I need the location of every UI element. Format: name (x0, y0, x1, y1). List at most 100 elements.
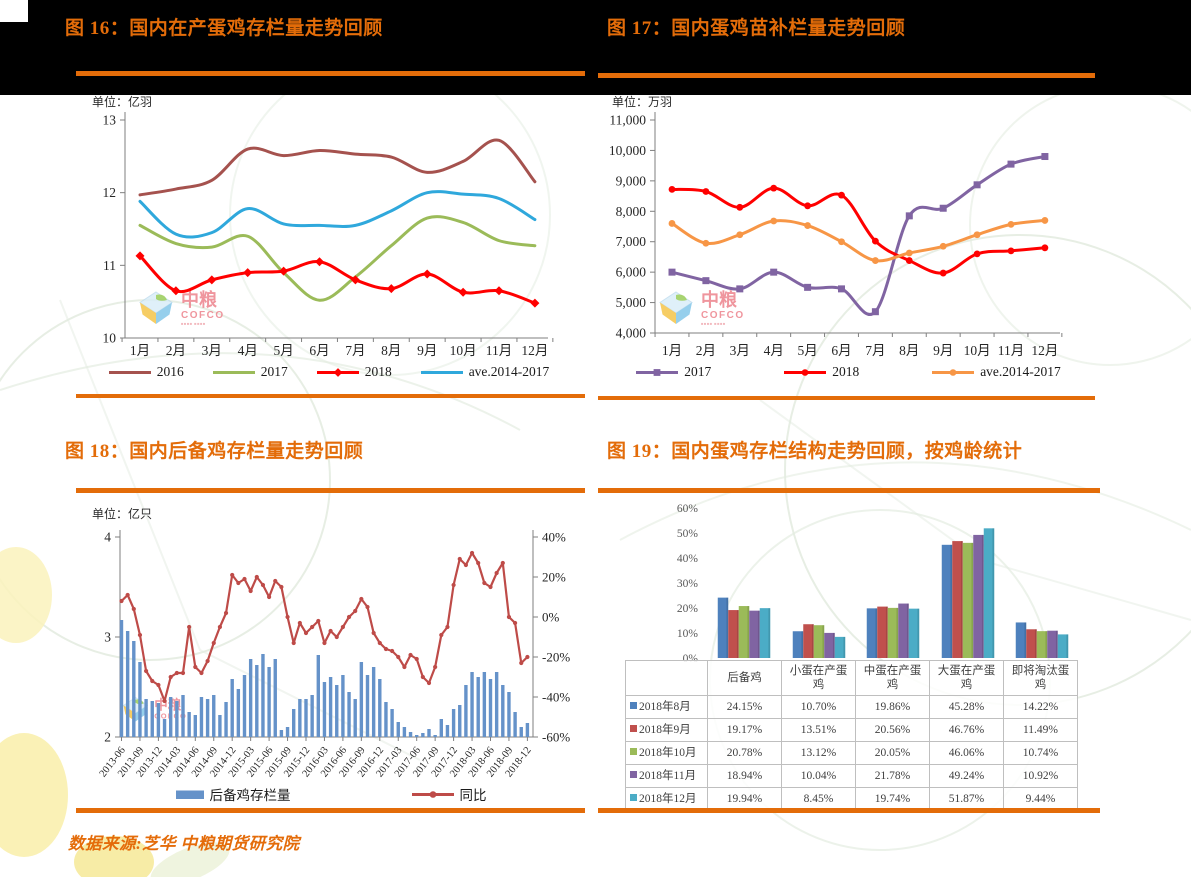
table-cell: 19.94% (707, 787, 782, 811)
svg-text:5月: 5月 (797, 343, 817, 358)
legend-item: ave.2014-2017 (931, 364, 1061, 380)
svg-text:13: 13 (103, 113, 117, 128)
figure17-bottom-rule (598, 396, 1095, 400)
svg-text:7月: 7月 (345, 343, 365, 358)
figure18-unit-label: 单位：亿只 (92, 507, 153, 521)
table-row-label: 2018年10月 (625, 741, 708, 765)
figure19-bar-chart: 60%50%40%30%20%10%0% (677, 503, 1069, 665)
svg-text:30%: 30% (677, 578, 699, 590)
svg-text:5月: 5月 (273, 343, 293, 358)
svg-text:9,000: 9,000 (616, 173, 647, 188)
table-header-cell: 中蛋在产蛋鸡 (855, 660, 930, 696)
cofco-cn-label: 中粮 (154, 697, 182, 713)
figure16-top-rule (76, 71, 585, 76)
svg-text:10月: 10月 (450, 343, 477, 358)
svg-text:20%: 20% (677, 603, 699, 615)
table-cell: 20.56% (855, 718, 930, 742)
cofco-en-label: COFCO (181, 309, 225, 321)
svg-text:5,000: 5,000 (616, 295, 647, 310)
svg-text:1月: 1月 (130, 343, 150, 358)
figure17-title: 图 17：国内蛋鸡苗补栏量走势回顾 (607, 18, 906, 39)
table-cell: 19.86% (855, 695, 930, 719)
series-color-swatch (630, 793, 637, 801)
svg-text:3月: 3月 (730, 343, 750, 358)
svg-text:6月: 6月 (831, 343, 851, 358)
table-cell: 10.74% (1003, 741, 1078, 765)
cofco-watermark: 中粮 COFCO ■■■■ ■■■■ (658, 290, 745, 326)
svg-text:10,000: 10,000 (609, 143, 646, 158)
legend-bar-swatch (175, 790, 204, 799)
table-cell: 13.12% (781, 741, 856, 765)
legend-label: 2018 (832, 364, 860, 379)
figure18-bar-line-chart: 43240%20%0%-20%-40%-60%2013-062013-09201… (98, 530, 571, 780)
table-cell: 46.06% (929, 741, 1004, 765)
legend-item: 2017 (635, 364, 711, 380)
svg-text:60%: 60% (677, 503, 699, 515)
svg-text:-60%: -60% (542, 730, 570, 745)
table-cell: 10.70% (781, 695, 856, 719)
legend-label: 同比 (459, 788, 487, 803)
table-cell: 14.22% (1003, 695, 1078, 719)
figure16-unit-label: 单位：亿羽 (92, 95, 153, 109)
svg-text:4月: 4月 (238, 343, 258, 358)
legend-line-swatch (411, 790, 454, 798)
table-cell: 19.17% (707, 718, 782, 742)
corner-notch (0, 0, 28, 22)
legend-line-swatch (212, 370, 255, 374)
top-black-band (0, 0, 1191, 95)
svg-text:-40%: -40% (542, 690, 570, 705)
table-header-cell: 小蛋在产蛋鸡 (781, 660, 856, 696)
svg-text:20%: 20% (542, 570, 566, 585)
legend-item: 2018 (783, 364, 859, 380)
table-corner-cell (625, 660, 708, 696)
svg-text:11: 11 (103, 258, 116, 273)
svg-text:6,000: 6,000 (616, 265, 647, 280)
legend-item: 2016 (108, 364, 184, 380)
figure19-top-rule (598, 488, 1100, 493)
figure18-title: 图 18：国内后备鸡存栏量走势回顾 (65, 441, 364, 462)
figure19-title: 图 19：国内蛋鸡存栏结构走势回顾，按鸡龄统计 (607, 441, 1023, 462)
svg-text:12月: 12月 (521, 343, 548, 358)
svg-text:40%: 40% (677, 553, 699, 565)
svg-text:2月: 2月 (696, 343, 716, 358)
series-color-swatch (630, 770, 637, 778)
figure16-legend: 2016 2017 2018 ave.2014-2017 (76, 364, 581, 380)
table-header-cell: 后备鸡 (707, 660, 782, 696)
svg-text:11月: 11月 (486, 343, 513, 358)
cofco-sub-label: ■■■■ ■■■■ (701, 320, 726, 326)
cofco-cn-label: 中粮 (181, 289, 217, 310)
table-row-label: 2018年9月 (625, 718, 708, 742)
table-cell: 45.28% (929, 695, 1004, 719)
svg-text:8月: 8月 (381, 343, 401, 358)
series-color-swatch (630, 701, 637, 709)
figure17-legend: 2017 2018 ave.2014-2017 (598, 364, 1098, 380)
legend-line-swatch (420, 370, 463, 374)
figure16-line-chart: 13 12 11 10 1月 2月 3月 4月 5月 6月 7月 8月 9月 10月 11月 12月 (103, 112, 554, 358)
legend-label: 2017 (684, 364, 712, 379)
legend-item: 同比 (411, 784, 487, 804)
table-row: 2018年11月 18.94% 10.04% 21.78% 49.24% 10.92% (625, 764, 1078, 788)
svg-text:4,000: 4,000 (616, 326, 647, 341)
figure18-legend: 后备鸡存栏量 同比 (76, 784, 585, 804)
cofco-cn-label: 中粮 (701, 289, 737, 310)
svg-text:-20%: -20% (542, 650, 570, 665)
figure19-bottom-rule (598, 808, 1100, 813)
figure16-bottom-rule (76, 394, 585, 398)
figure16-title: 图 16：国内在产蛋鸡存栏量走势回顾 (65, 18, 383, 39)
table-cell: 20.78% (707, 741, 782, 765)
svg-text:7月: 7月 (865, 343, 885, 358)
table-header-cell: 大蛋在产蛋鸡 (929, 660, 1004, 696)
svg-text:50%: 50% (677, 528, 699, 540)
svg-text:11,000: 11,000 (609, 113, 646, 128)
figure17-top-rule (598, 73, 1095, 78)
table-cell: 10.04% (781, 764, 856, 788)
figure17-unit-label: 单位：万羽 (612, 95, 673, 109)
svg-text:10月: 10月 (964, 343, 991, 358)
table-row-label: 2018年8月 (625, 695, 708, 719)
svg-text:12: 12 (103, 185, 117, 200)
table-row: 2018年9月 19.17% 13.51% 20.56% 46.76% 11.49% (625, 718, 1078, 742)
table-cell: 9.44% (1003, 787, 1078, 811)
fig19-data-table: 后备鸡 小蛋在产蛋鸡 中蛋在产蛋鸡 大蛋在产蛋鸡 即将淘汰蛋鸡 2018年8月 24.15%… (625, 660, 1078, 811)
table-cell: 13.51% (781, 718, 856, 742)
